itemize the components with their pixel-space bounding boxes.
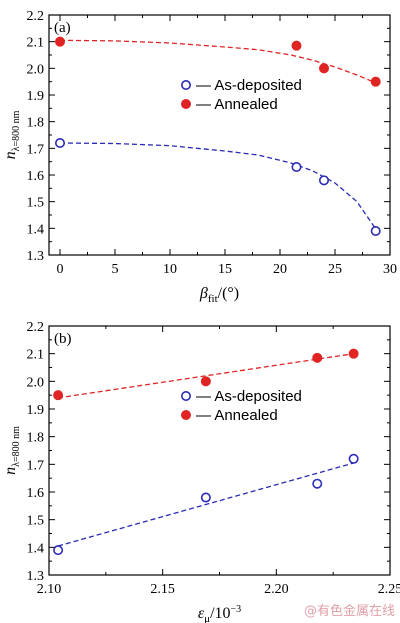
legend-label: — Annealed [196,407,278,424]
plot-frame [48,325,391,576]
y-tick-label: 1.3 [27,249,45,264]
x-axis-symbol: ε [198,605,205,622]
data-point-as-deposited [318,175,329,186]
data-point-annealed [200,376,211,387]
fit-curve-as-deposited [59,142,380,235]
x-tick-label: 30 [383,262,397,277]
x-axis-unit: /(°) [218,285,240,302]
fit-curve-annealed [59,39,380,85]
y-tick-label: 1.9 [27,403,45,418]
data-point-as-deposited [53,545,64,556]
y-tick-label: 1.8 [27,431,45,446]
fit-curve-as-deposited [57,462,354,547]
x-axis-subscript: fit [208,293,218,305]
panel-b: 1.3 1.4 1.5 1.6 1.7 1.8 1.9 2.0 2.1 2.2 2.10 2.15 2.… [2,320,400,623]
data-point-annealed [291,40,302,51]
data-point-as-deposited [200,492,211,503]
x-tick-label: 2.10 [37,582,62,597]
x-tick-label: 2.20 [264,582,289,597]
y-tick-label: 1.4 [27,222,45,237]
legend-label: — As-deposited [196,77,302,94]
plot-frame [48,14,391,256]
y-axis-subscript: λ=800 nm [11,426,22,467]
x-axis-symbol: β [199,285,208,302]
x-axis-label: εμ/10−3 [198,604,241,623]
data-point-as-deposited [370,226,381,237]
x-tick-label: 2.15 [150,582,175,597]
y-tick-label: 2.0 [27,375,45,390]
fit-curve-annealed [58,353,354,399]
y-tick-label: 1.7 [27,142,45,157]
panel-label: (b) [54,331,72,347]
x-axis-superscript: −3 [231,604,242,615]
y-tick-label: 2.2 [27,320,45,335]
x-axis-subscript: μ [204,613,210,623]
panel-label: (a) [54,20,71,36]
y-tick-label: 1.3 [27,569,45,584]
y-tick-label: 1.5 [27,514,45,529]
y-tick-label: 2.0 [27,62,45,77]
watermark: @有色金属在线 [304,603,395,619]
y-tick-label: 2.1 [27,36,45,51]
data-point-annealed [53,390,64,401]
data-point-annealed [370,76,381,87]
y-axis-symbol: n [2,467,19,475]
data-point-as-deposited [54,138,65,149]
y-axis-label: nλ=800 nm [2,426,22,475]
data-point-annealed [54,36,65,47]
legend-marker [181,99,192,110]
x-tick-label: 2.25 [378,582,400,597]
y-tick-label: 1.7 [27,458,45,473]
y-axis-label: nλ=800 nm [2,110,22,159]
x-tick-label: 10 [163,262,177,277]
legend-marker [181,80,192,91]
y-tick-label: 2.1 [27,348,45,363]
y-tick-label: 2.2 [27,9,45,24]
data-point-as-deposited [291,162,302,173]
x-tick-label: 15 [218,262,232,277]
x-axis-unit: /10 [210,605,230,622]
legend-marker [181,409,192,420]
x-tick-label: 20 [273,262,287,277]
data-point-as-deposited [348,453,359,464]
x-tick-label: 5 [112,262,119,277]
y-tick-label: 1.8 [27,116,45,131]
legend-marker [181,390,192,401]
y-axis-symbol: n [2,151,19,159]
y-tick-label: 1.4 [27,541,45,556]
y-axis-subscript: λ=800 nm [11,110,22,151]
x-tick-label: 25 [328,262,342,277]
data-point-annealed [348,348,359,359]
data-point-annealed [318,63,329,74]
panel-a: 1.3 1.4 1.5 1.6 1.7 1.8 1.9 2.0 2.1 2.2 0 5 10 15 20 25… [2,9,397,305]
x-axis-label: βfit/(°) [199,285,239,305]
legend-label: — Annealed [196,96,278,113]
y-tick-label: 1.6 [27,169,45,184]
y-tick-label: 1.6 [27,486,45,501]
legend-label: — As-deposited [196,388,302,405]
y-tick-label: 1.9 [27,89,45,104]
x-tick-label: 0 [57,262,64,277]
data-point-as-deposited [312,478,323,489]
data-point-annealed [312,352,323,363]
y-tick-label: 1.5 [27,196,45,211]
